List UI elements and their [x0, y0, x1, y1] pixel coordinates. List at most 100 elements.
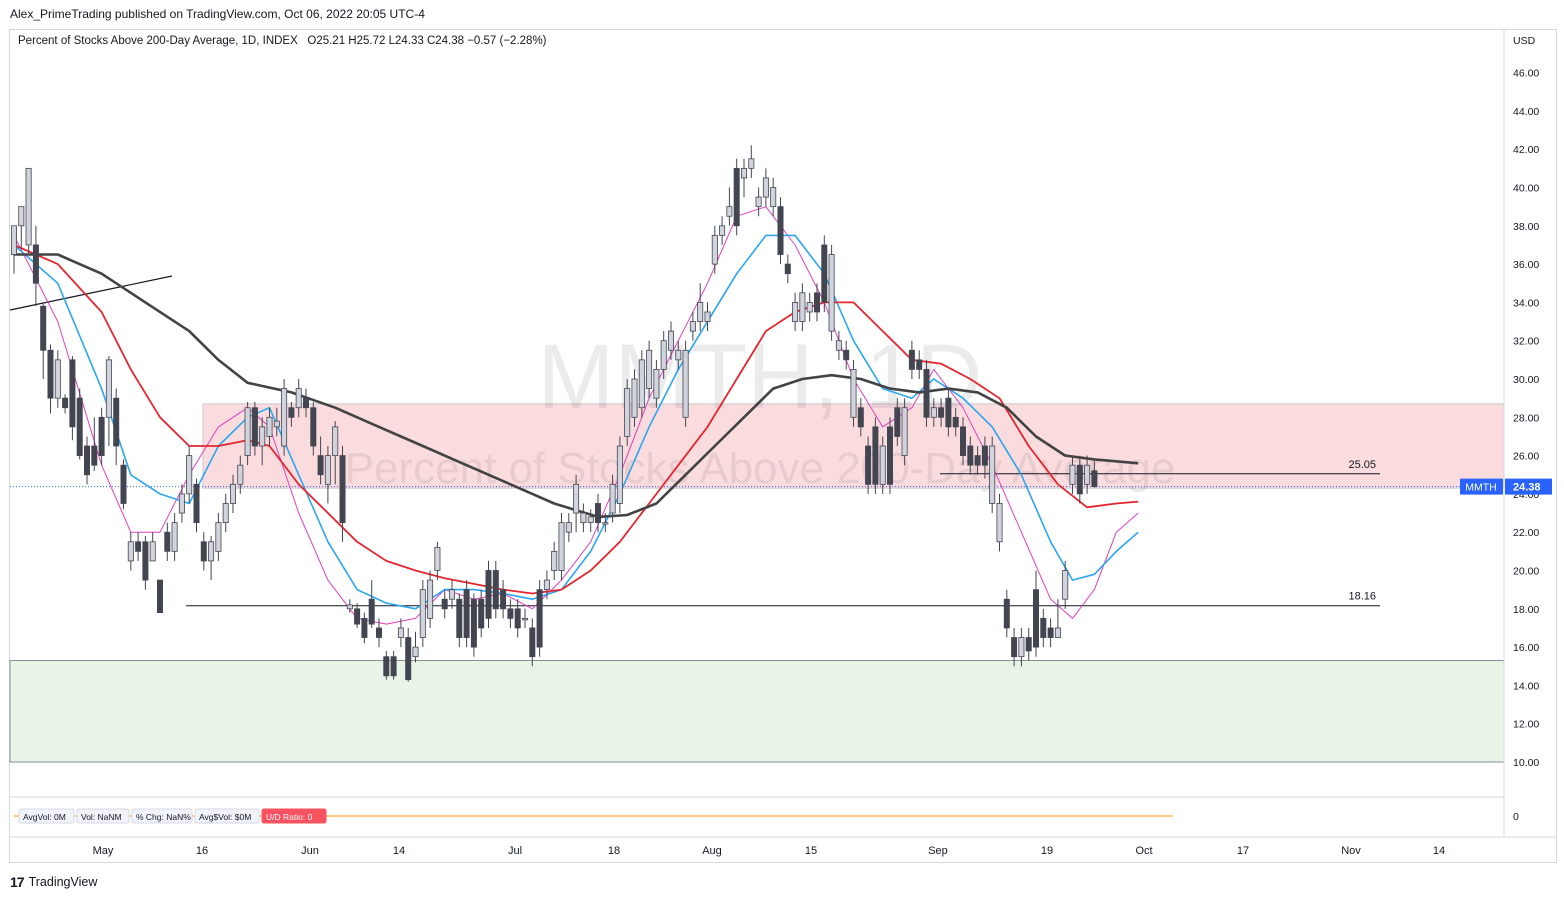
candle-body	[354, 608, 361, 625]
candle	[580, 503, 587, 533]
candle	[894, 398, 901, 447]
candle-body	[1069, 464, 1076, 485]
candle-body	[668, 330, 675, 351]
candle	[616, 436, 623, 514]
candle-body	[894, 407, 901, 437]
candle	[200, 532, 207, 571]
indicator-badge[interactable]: AvgVol: 0M	[18, 808, 75, 824]
candle	[1091, 460, 1098, 488]
candle-body	[543, 579, 550, 591]
indicator-badge-label: Vol: NaNM	[81, 812, 122, 822]
candle-body	[960, 426, 967, 457]
levels-layer: 25.05 18.16	[10, 459, 1504, 607]
candle	[996, 493, 1003, 552]
candle	[120, 459, 127, 510]
candle	[448, 580, 455, 609]
candle	[1047, 618, 1054, 648]
candle-body	[288, 407, 295, 418]
candle-body	[887, 426, 894, 485]
indicator-zero-label: 0	[1513, 811, 1519, 823]
candle	[500, 580, 507, 619]
candles-layer	[10, 145, 1098, 682]
candle-body	[580, 512, 587, 524]
candle	[390, 650, 397, 680]
candle-body	[551, 550, 558, 571]
candle	[266, 407, 273, 447]
candle-body	[835, 340, 842, 351]
candle	[295, 379, 302, 418]
candle	[251, 401, 258, 456]
candle	[945, 388, 952, 437]
candle-body	[266, 416, 273, 437]
chart-frame	[9, 29, 1557, 863]
candle	[332, 421, 339, 485]
candle	[171, 513, 178, 561]
candle-body	[872, 426, 879, 485]
price-tick-label: 40.00	[1513, 183, 1539, 195]
candle	[784, 254, 791, 284]
candle-body	[799, 292, 806, 322]
candle-body	[375, 627, 382, 638]
candle-body	[1040, 617, 1047, 638]
candle	[887, 417, 894, 494]
footer[interactable]: 17 TradingView	[10, 874, 97, 890]
price-axis[interactable]: USD 46.00 44.00 42.00 40.00 38.00 36.00 34.00 32…	[1503, 29, 1539, 837]
candle	[273, 407, 280, 437]
candle-body	[1011, 637, 1018, 658]
candle-body	[310, 407, 317, 447]
candle	[901, 398, 908, 466]
candle	[354, 603, 361, 628]
candle	[142, 536, 149, 590]
candle-body	[10, 225, 17, 255]
price-tick-label: 36.00	[1513, 259, 1539, 271]
candle	[748, 145, 755, 178]
candle-body	[193, 483, 200, 524]
candle-body	[514, 608, 521, 629]
candle-body	[602, 522, 609, 525]
candle	[952, 407, 959, 437]
candle-body	[726, 206, 733, 217]
candle	[186, 446, 193, 504]
indicator-badge[interactable]: % Chg: NaN%	[131, 808, 193, 824]
candle	[981, 436, 988, 479]
candle	[1054, 599, 1061, 638]
candle	[587, 509, 594, 533]
candle-body	[952, 416, 959, 428]
candle	[427, 570, 434, 628]
candle	[361, 612, 368, 644]
indicator-badge[interactable]: Avg$Vol: $0M	[194, 808, 260, 824]
candle-body	[251, 407, 258, 447]
candle	[91, 417, 98, 471]
candle	[1033, 570, 1040, 657]
indicator-badge[interactable]: Vol: NaNM	[76, 808, 130, 824]
legend-symbol-name[interactable]: Percent of Stocks Above 200-Day Average,…	[18, 35, 298, 47]
candle-body	[938, 407, 945, 418]
candle-body	[273, 420, 280, 428]
candle-body	[419, 589, 426, 638]
candle	[317, 436, 324, 485]
candle	[799, 283, 806, 332]
price-tick-label: 14.00	[1513, 680, 1539, 692]
candle	[938, 398, 945, 427]
time-axis[interactable]: May 16 Jun 14 Jul 18 Aug 15 Sep 19 Oct 17 Nov 14	[10, 836, 1557, 857]
candle	[215, 513, 222, 561]
candle-body	[1054, 627, 1061, 638]
candle	[828, 244, 835, 341]
candle	[558, 513, 565, 581]
candle	[536, 580, 543, 657]
candle	[573, 474, 580, 533]
candle	[193, 478, 200, 533]
price-tag-symbol: MMTH	[1465, 482, 1497, 494]
candle	[383, 650, 390, 680]
candle	[624, 379, 631, 447]
candle-body	[237, 464, 244, 485]
watermark: MMTH, 1D Percent of Stocks Above 200-Day…	[345, 326, 1176, 493]
candle-body	[1091, 470, 1098, 488]
candle-body	[332, 426, 339, 457]
price-tick-label: 28.00	[1513, 412, 1539, 424]
indicator-badge[interactable]: U/D Ratio: 0	[261, 808, 327, 824]
candle	[682, 340, 689, 427]
trendline[interactable]	[9, 275, 173, 311]
moving-averages-layer	[13, 206, 1139, 625]
